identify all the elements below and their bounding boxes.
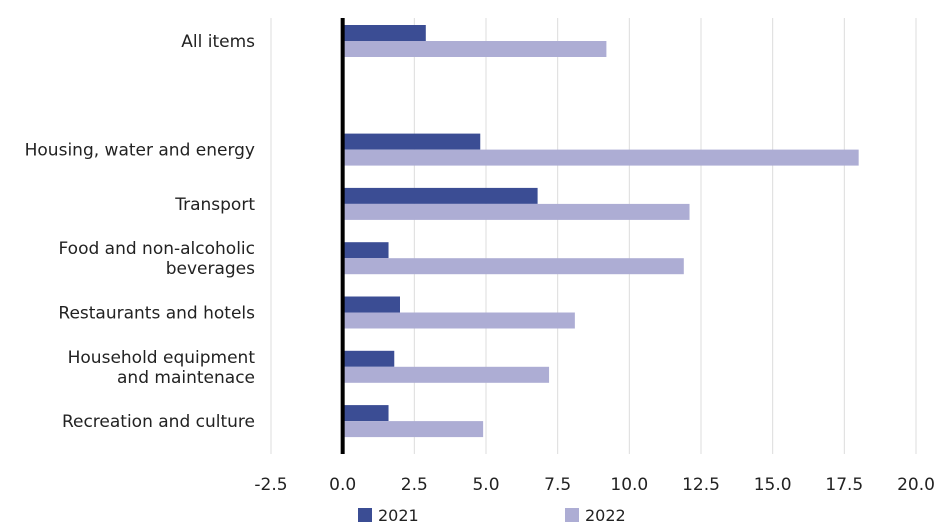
bar-2022 [342, 41, 607, 57]
x-tick-label: 0.0 [329, 475, 356, 495]
legend-swatch-2021 [358, 508, 372, 522]
bar-2021 [342, 242, 389, 259]
category-label: Transport [174, 195, 255, 215]
category-label: All items [181, 32, 255, 52]
category-label: Food and non-alcoholic beverages [59, 239, 256, 279]
gridlines [270, 18, 917, 454]
x-tick-label: 12.5 [682, 475, 720, 495]
bar-2022 [342, 312, 575, 329]
x-tick-label: 17.5 [825, 475, 863, 495]
category-label: Household equipment and maintenace [68, 348, 256, 388]
legend: 2021 2022 [358, 506, 626, 522]
bar-2022 [342, 258, 684, 275]
category-label: Recreation and culture [62, 412, 255, 432]
x-tick-label: 15.0 [754, 475, 792, 495]
category-label: Housing, water and energy [25, 141, 255, 161]
x-tick-label: 2.5 [401, 475, 428, 495]
x-tick-labels: -2.5 0.0 2.5 5.0 7.5 10.0 12.5 15.0 17.5 20.0 [254, 475, 935, 495]
x-tick-label: 5.0 [472, 475, 499, 495]
bar-2021 [342, 187, 538, 204]
bar-2022 [342, 366, 550, 383]
bar-2021 [342, 25, 426, 41]
category-labels: All items Housing, water and energy Transp… [25, 32, 256, 432]
x-tick-label: -2.5 [254, 475, 287, 495]
category-label: Restaurants and hotels [58, 304, 255, 324]
bar-2022 [342, 421, 484, 438]
bar-2021 [342, 133, 481, 150]
bars [342, 25, 859, 438]
bar-2022 [342, 203, 690, 220]
x-tick-label: 20.0 [897, 475, 935, 495]
bar-2022 [342, 149, 859, 166]
x-tick-label: 7.5 [544, 475, 571, 495]
legend-label-2022: 2022 [585, 506, 626, 522]
legend-swatch-2022 [565, 508, 579, 522]
bar-2021 [342, 296, 400, 313]
bar-2021 [342, 405, 389, 422]
legend-label-2021: 2021 [378, 506, 419, 522]
x-tick-label: 10.0 [610, 475, 648, 495]
bar-2021 [342, 350, 395, 367]
